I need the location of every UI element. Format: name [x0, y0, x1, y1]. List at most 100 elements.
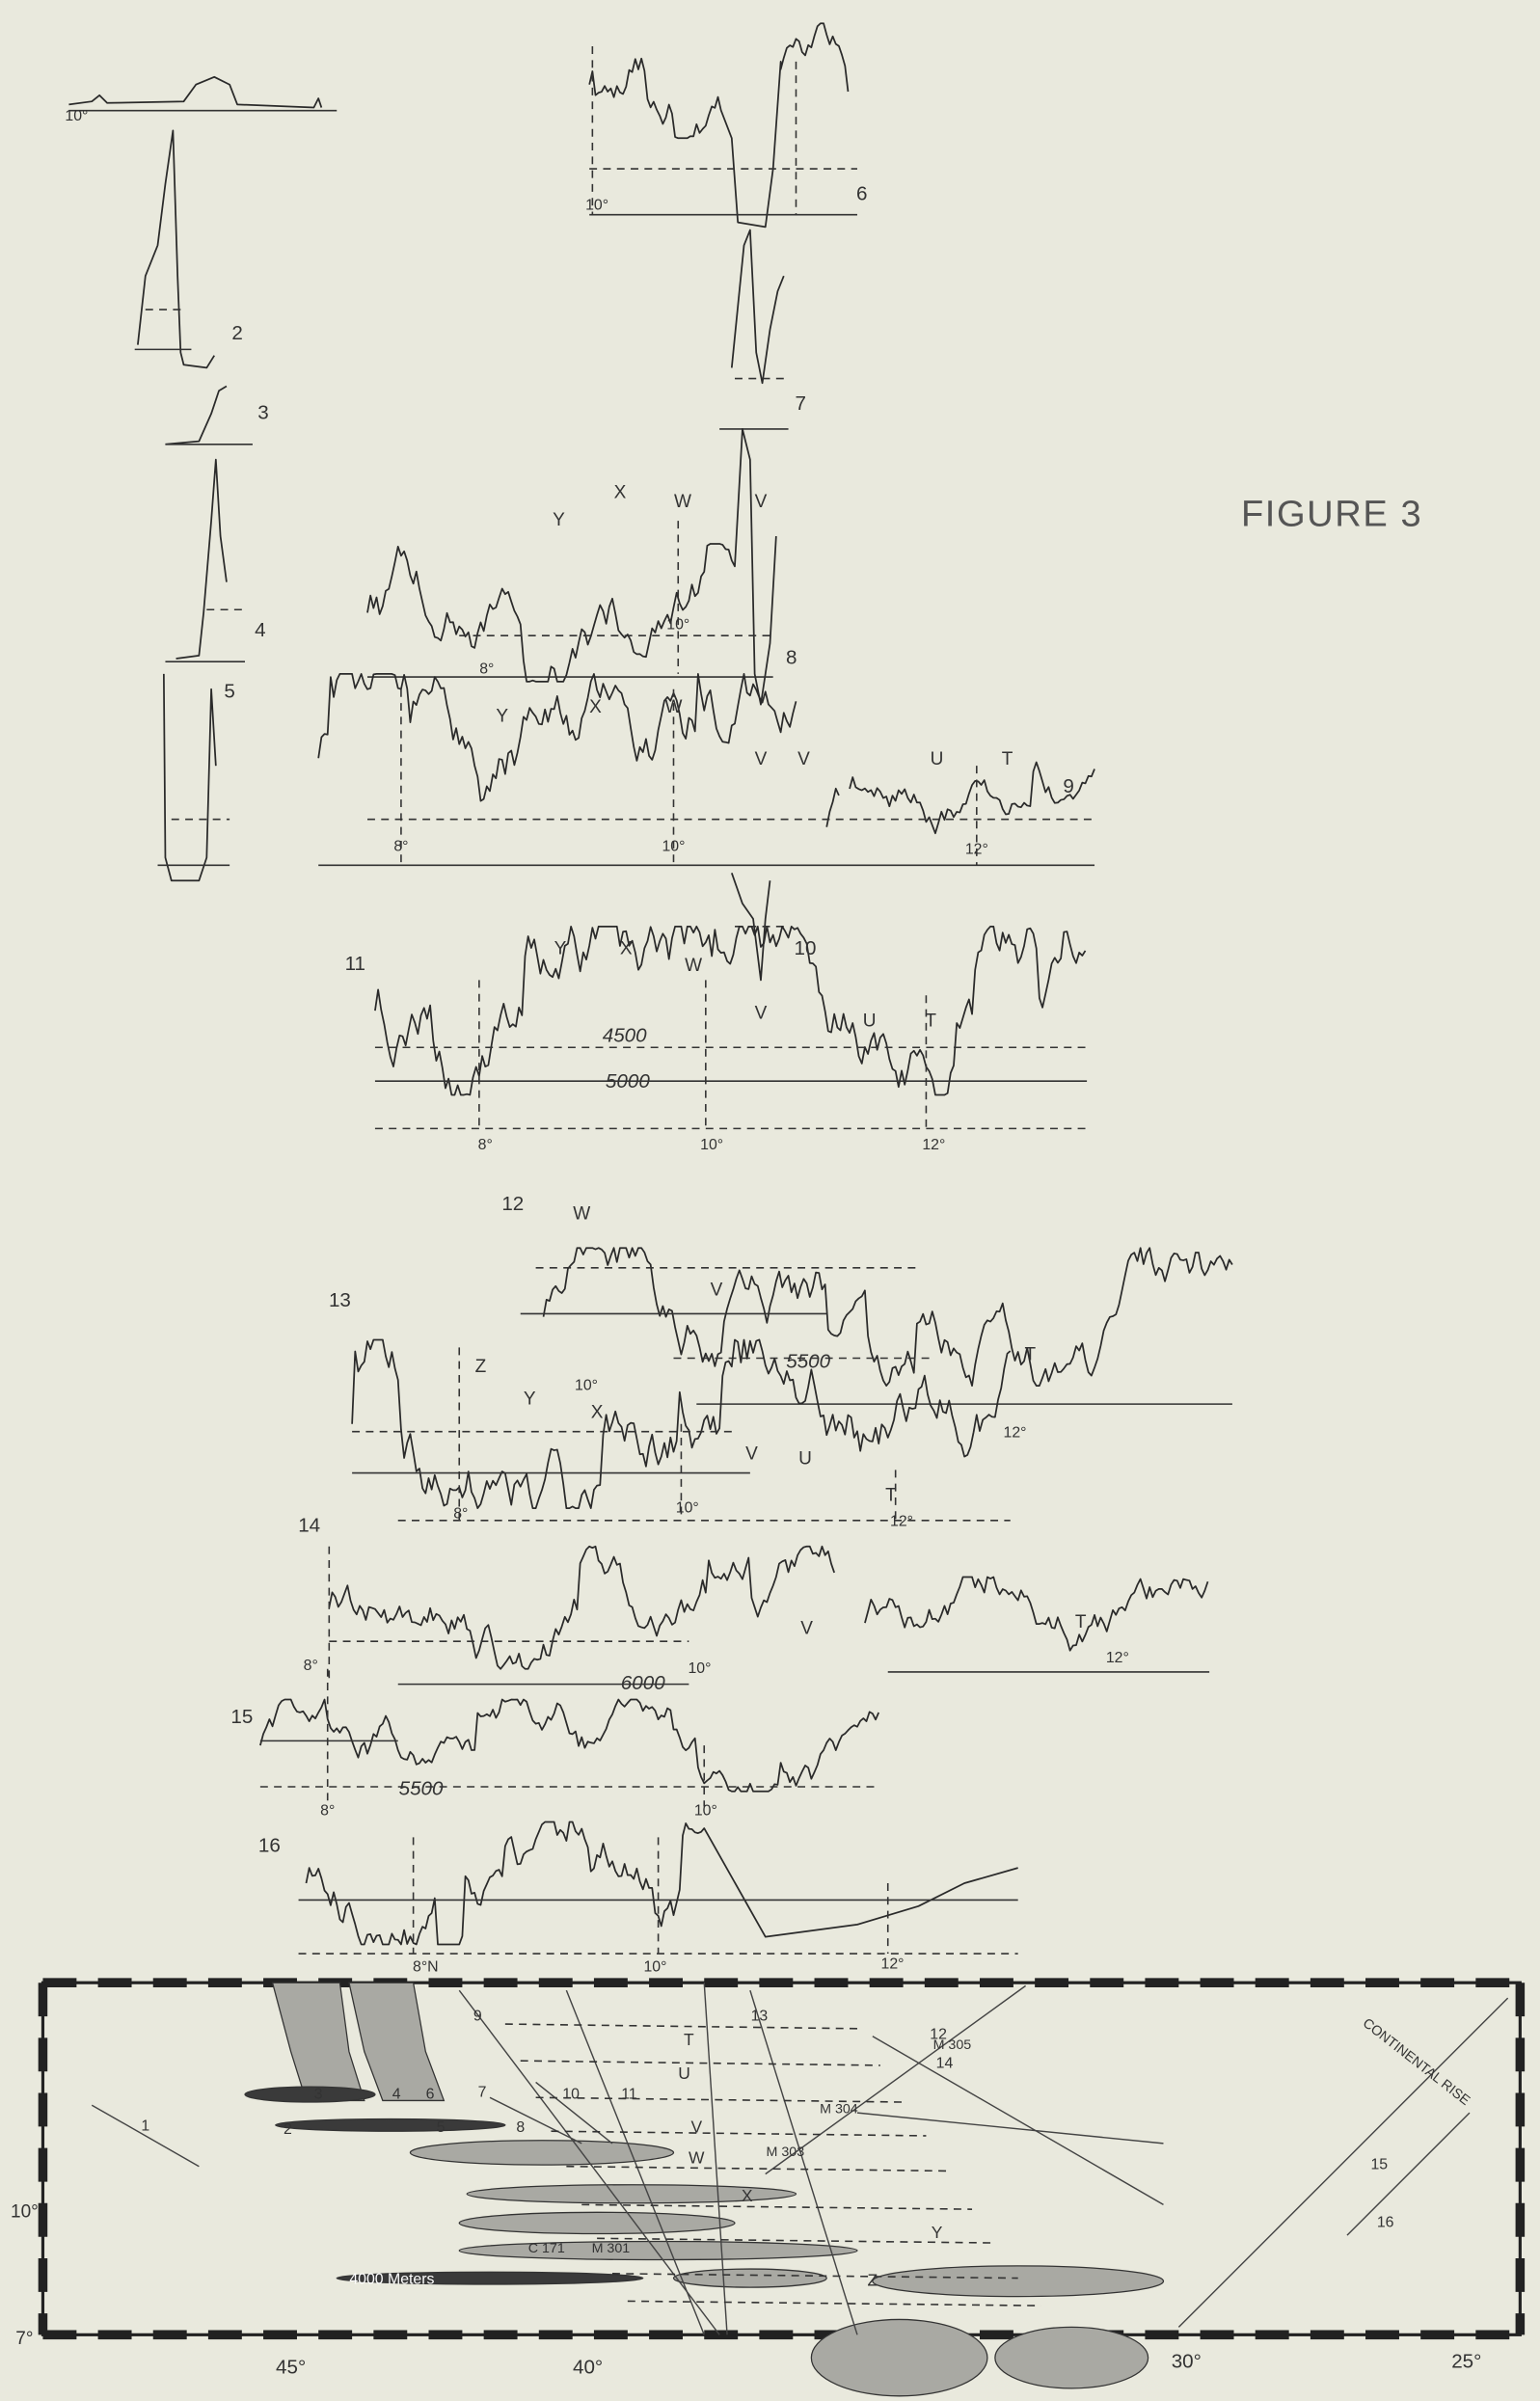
- profile-trace: [850, 763, 1094, 834]
- label: Y: [496, 706, 508, 726]
- label: M 303: [767, 2145, 805, 2160]
- anomaly-body: [673, 2269, 826, 2287]
- label: 10°: [688, 1660, 711, 1677]
- profile-trace: [318, 674, 796, 801]
- label: 8°: [393, 838, 408, 854]
- label: 5: [437, 2119, 446, 2136]
- figure: FIGURE 3 10°234567891011121314151610°YXW…: [0, 0, 1540, 2401]
- ship-track: [873, 2037, 1164, 2205]
- label: 12: [501, 1193, 524, 1215]
- label: 8: [516, 2119, 525, 2136]
- label: 13: [751, 2008, 769, 2024]
- anomaly-body: [811, 2319, 987, 2395]
- label: 11: [621, 2086, 637, 2102]
- anomaly-trend: [628, 2301, 1041, 2306]
- anomaly-body: [273, 1983, 365, 2100]
- label: 4500: [603, 1025, 647, 1047]
- label: M 305: [933, 2037, 972, 2053]
- label: V: [745, 1444, 758, 1465]
- label: V: [797, 749, 810, 769]
- label: X: [620, 939, 633, 959]
- profile-trace: [138, 130, 214, 367]
- label: 10°: [666, 616, 689, 633]
- label: 14: [298, 1515, 320, 1537]
- label: X: [742, 2186, 753, 2205]
- profile-trace: [732, 230, 784, 384]
- label: V: [690, 2118, 702, 2137]
- label: 8: [786, 646, 797, 668]
- label: V: [755, 1003, 768, 1023]
- label: T: [1002, 749, 1013, 769]
- label: 8°: [304, 1658, 318, 1674]
- label: Z: [475, 1357, 487, 1377]
- label: 10°: [65, 108, 88, 124]
- label: 8°: [478, 1137, 493, 1153]
- label: W: [573, 1203, 590, 1224]
- anomaly-body: [349, 1983, 444, 2100]
- profile-trace: [165, 386, 226, 444]
- label: 5: [224, 680, 234, 702]
- ship-track: [92, 2105, 199, 2166]
- label: 10°: [11, 2201, 39, 2222]
- label: 10°: [676, 1499, 699, 1516]
- label: 12°: [965, 842, 988, 858]
- label: Y: [554, 939, 567, 959]
- profile-trace: [176, 460, 227, 659]
- label: 5500: [399, 1778, 444, 1800]
- label: 9: [473, 2008, 482, 2024]
- label: T: [684, 2030, 694, 2049]
- profile-trace: [329, 1547, 834, 1669]
- anomaly-trend: [551, 2131, 926, 2136]
- label: U: [798, 1448, 812, 1469]
- label: M 301: [592, 2241, 631, 2256]
- anomaly-body: [245, 2087, 375, 2102]
- label: 2: [284, 2121, 292, 2138]
- anomaly-trend: [581, 2204, 972, 2209]
- label: 15: [230, 1706, 253, 1728]
- label: Y: [524, 1389, 536, 1409]
- label: U: [931, 749, 944, 769]
- label: 16: [1377, 2215, 1394, 2231]
- profile-trace: [367, 429, 776, 705]
- anomaly-trend: [505, 2024, 857, 2029]
- label: V: [800, 1619, 813, 1639]
- label: U: [863, 1011, 877, 1031]
- anomaly-body: [873, 2266, 1164, 2297]
- label: 1: [141, 2118, 149, 2135]
- label: 10: [795, 937, 817, 959]
- label: 7°: [15, 2329, 33, 2349]
- label: M 304: [820, 2102, 858, 2118]
- label: 10°: [694, 1803, 717, 1820]
- label: W: [674, 492, 691, 512]
- anomaly-body: [276, 2118, 505, 2131]
- anomaly-body: [459, 2241, 857, 2259]
- label: 4000 Meters: [349, 2271, 434, 2287]
- label: 8°: [320, 1803, 335, 1820]
- label: 30°: [1172, 2350, 1202, 2372]
- label: V: [755, 492, 768, 512]
- ship-track: [857, 2113, 1163, 2144]
- anomaly-trend: [566, 2167, 949, 2172]
- label: X: [591, 1403, 604, 1423]
- label: 7: [796, 392, 806, 415]
- label: 12°: [1004, 1424, 1027, 1441]
- label: 3: [314, 2086, 323, 2102]
- label: 10°: [575, 1377, 598, 1393]
- label: 8°: [453, 1506, 468, 1523]
- label: T: [1025, 1344, 1037, 1364]
- label: X: [589, 697, 602, 717]
- anomaly-trend: [521, 2061, 880, 2065]
- profile-trace: [68, 77, 321, 108]
- label: W: [685, 956, 702, 976]
- profile-trace: [865, 1578, 1208, 1651]
- label: 8°: [479, 661, 494, 677]
- label: T: [885, 1485, 897, 1505]
- label: 10°: [662, 838, 685, 854]
- anomaly-body: [995, 2327, 1148, 2388]
- label: 6000: [621, 1672, 665, 1694]
- label: 15: [1370, 2156, 1388, 2172]
- label: W: [689, 2147, 705, 2167]
- label: 45°: [276, 2357, 306, 2379]
- label: 4: [392, 2086, 401, 2102]
- profile-trace: [826, 789, 839, 827]
